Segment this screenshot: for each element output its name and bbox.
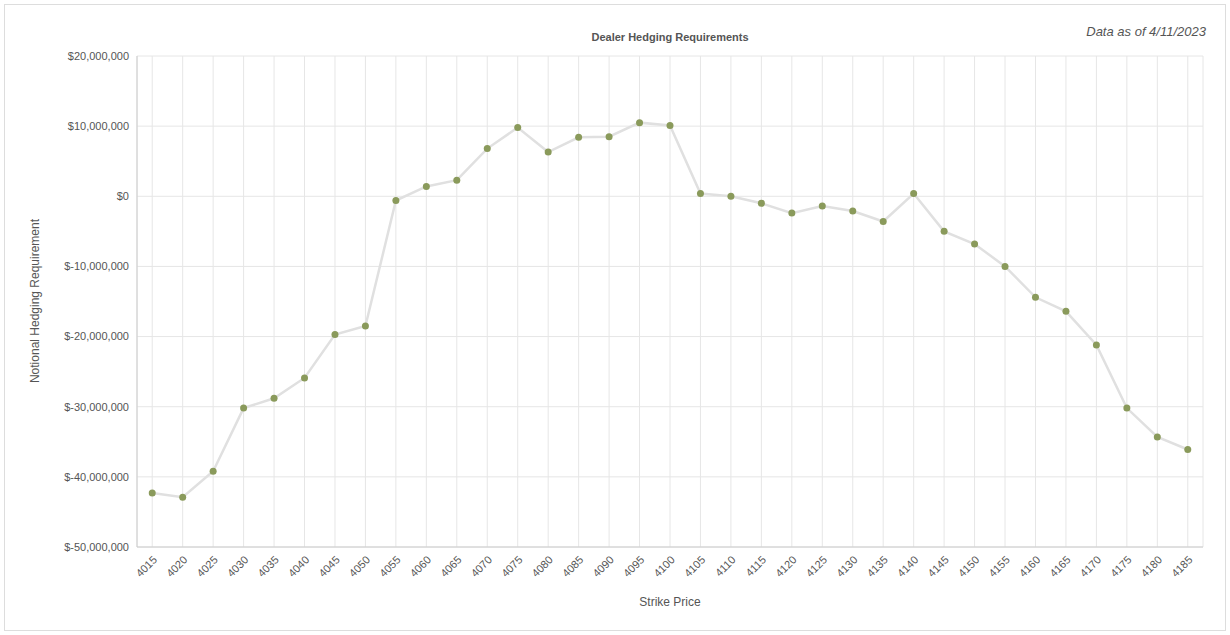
svg-text:4015: 4015 [133,553,159,579]
svg-text:4140: 4140 [895,553,921,579]
svg-text:4120: 4120 [773,553,799,579]
svg-text:4125: 4125 [803,553,829,579]
svg-text:$-20,000,000: $-20,000,000 [64,330,129,342]
svg-text:4095: 4095 [621,553,647,579]
svg-text:4050: 4050 [347,553,373,579]
svg-text:4180: 4180 [1138,553,1164,579]
html-text:Dealer Hedging Requirements: Dealer Hedging Requirements [591,31,749,43]
svg-text:4115: 4115 [743,553,768,578]
svg-text:4110: 4110 [713,553,738,578]
svg-text:$-10,000,000: $-10,000,000 [64,260,129,272]
svg-text:$-40,000,000: $-40,000,000 [64,471,129,483]
svg-text:$10,000,000: $10,000,000 [68,120,129,132]
svg-text:4080: 4080 [529,553,555,579]
svg-text:4030: 4030 [225,553,251,579]
html-text:Data as of 4/11/2023: Data as of 4/11/2023 [1086,24,1206,39]
svg-text:4105: 4105 [682,553,708,579]
svg-text:4035: 4035 [255,553,281,579]
svg-text:4085: 4085 [560,553,586,579]
svg-text:4160: 4160 [1017,553,1043,579]
svg-text:$-30,000,000: $-30,000,000 [64,401,129,413]
svg-text:4090: 4090 [590,553,616,579]
svg-text:$-50,000,000: $-50,000,000 [64,541,129,553]
svg-text:4065: 4065 [438,553,464,579]
svg-text:4040: 4040 [286,553,312,579]
svg-text:$0: $0 [117,190,129,202]
svg-text:4135: 4135 [864,553,890,579]
svg-text:4055: 4055 [377,553,403,579]
html-text:Notional Hedging Requirement: Notional Hedging Requirement [28,218,42,384]
svg-text:4075: 4075 [499,553,525,579]
svg-text:4185: 4185 [1169,553,1195,579]
svg-text:4130: 4130 [834,553,860,579]
svg-text:4145: 4145 [925,553,951,579]
svg-text:4155: 4155 [986,553,1012,579]
svg-text:4165: 4165 [1047,553,1073,579]
svg-text:4175: 4175 [1108,553,1134,579]
svg-text:4100: 4100 [651,553,677,579]
svg-text:4150: 4150 [956,553,982,579]
svg-text:4070: 4070 [468,553,494,579]
svg-text:$20,000,000: $20,000,000 [68,50,129,62]
svg-text:4170: 4170 [1078,553,1104,579]
svg-text:4020: 4020 [164,553,190,579]
html-text:Strike Price: Strike Price [639,595,701,609]
svg-text:4060: 4060 [407,553,433,579]
svg-text:4025: 4025 [194,553,220,579]
svg-text:4045: 4045 [316,553,342,579]
